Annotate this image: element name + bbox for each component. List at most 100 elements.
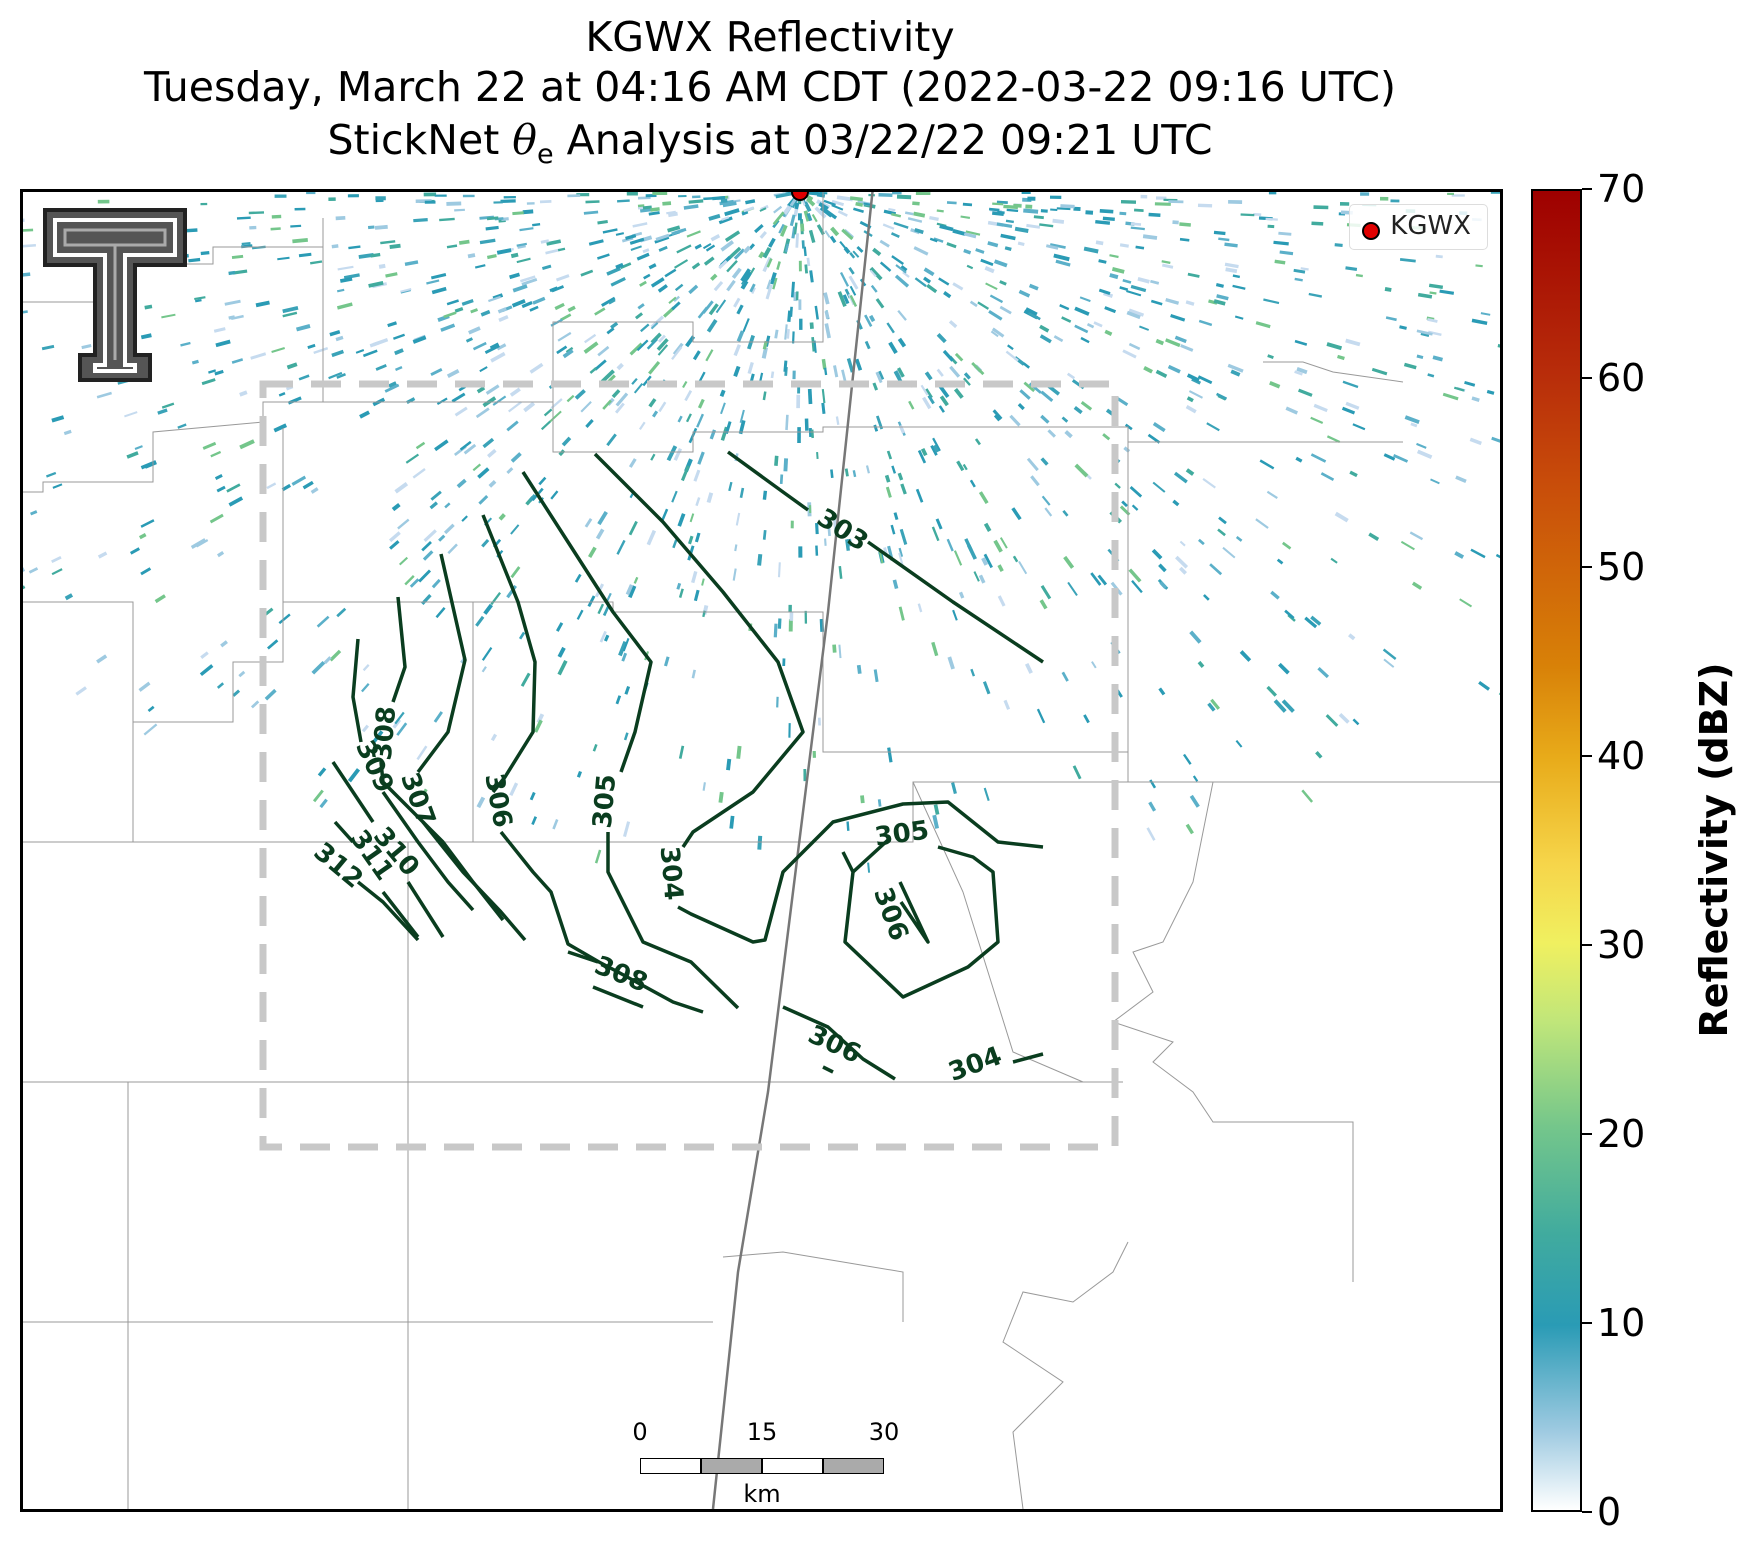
echo-gate xyxy=(1273,699,1287,713)
echo-gate xyxy=(873,669,879,683)
echo-gate xyxy=(1143,365,1153,374)
echo-gate xyxy=(1300,267,1309,271)
echo-gate xyxy=(636,339,649,352)
echo-gate xyxy=(216,682,225,689)
echo-gate xyxy=(958,591,965,599)
echo-gate xyxy=(602,399,612,410)
echo-gate xyxy=(278,613,291,625)
echo-gate xyxy=(1009,414,1021,427)
echo-gate xyxy=(355,349,365,354)
contour-label: 304 xyxy=(654,845,689,902)
echo-gate xyxy=(720,402,726,415)
echo-gate xyxy=(1404,415,1420,425)
echo-gate xyxy=(783,360,788,372)
echo-gate xyxy=(549,410,562,423)
echo-gate xyxy=(987,241,999,248)
echo-gate xyxy=(890,524,896,535)
echo-gate xyxy=(1062,509,1069,517)
echo-gate xyxy=(1187,272,1200,278)
echo-gate xyxy=(872,247,882,257)
echo-gate xyxy=(1399,325,1407,330)
echo-gate xyxy=(476,386,486,394)
echo-gate xyxy=(1022,362,1031,369)
echo-gate xyxy=(636,252,650,261)
echo-gate xyxy=(1109,273,1119,280)
contour-312 xyxy=(356,880,420,942)
echo-gate xyxy=(216,485,226,493)
contour-308 xyxy=(592,985,644,1009)
echo-gate xyxy=(1018,560,1028,575)
echo-gate xyxy=(640,323,650,333)
echo-gate xyxy=(446,368,460,379)
echo-gate xyxy=(1471,396,1480,402)
echo-gate xyxy=(392,333,406,340)
echo-gate xyxy=(705,349,714,362)
echo-gate xyxy=(319,798,328,809)
highway xyxy=(711,192,874,1509)
echo-gate xyxy=(888,341,898,354)
contour-304 xyxy=(1012,1052,1044,1064)
echo-gate xyxy=(789,306,793,317)
echo-gate xyxy=(1355,273,1363,278)
echo-gate xyxy=(488,295,502,303)
echo-gate xyxy=(1197,203,1213,208)
echo-gate xyxy=(470,308,479,314)
echo-gate xyxy=(459,440,472,451)
echo-gate xyxy=(963,232,977,239)
echo-gate xyxy=(1294,339,1308,346)
echo-gate xyxy=(588,239,604,246)
echo-gate xyxy=(887,747,893,763)
echo-gate xyxy=(1224,262,1239,269)
echo-gate xyxy=(824,310,830,320)
echo-gate xyxy=(195,298,202,303)
echo-gate xyxy=(823,367,828,376)
radar-site-marker xyxy=(791,192,809,201)
echo-gate xyxy=(821,358,827,370)
echo-gate xyxy=(849,196,863,202)
echo-gate xyxy=(1109,254,1119,259)
echo-gate xyxy=(509,387,521,397)
echo-gate xyxy=(630,245,642,251)
echo-gate xyxy=(758,251,765,259)
echo-gate xyxy=(769,272,777,285)
echo-gate xyxy=(1442,392,1459,401)
colorbar-tick xyxy=(1582,1133,1592,1135)
echo-gate xyxy=(426,279,440,285)
echo-gate xyxy=(1040,457,1049,466)
echo-gate xyxy=(371,730,384,745)
echo-gate xyxy=(1129,486,1143,498)
echo-gate xyxy=(1019,389,1031,400)
echo-gate xyxy=(477,467,490,479)
echo-gate xyxy=(720,426,729,441)
echo-gate xyxy=(1301,789,1314,803)
echo-gate xyxy=(228,270,236,276)
echo-gate xyxy=(637,196,651,200)
echo-gate xyxy=(1158,687,1166,696)
echo-gate xyxy=(963,377,971,386)
echo-gate xyxy=(684,390,693,402)
echo-gate xyxy=(946,242,957,249)
echo-gate xyxy=(347,768,361,783)
echo-gate xyxy=(651,410,659,418)
echo-gate xyxy=(1040,584,1052,600)
echo-gate xyxy=(1180,344,1194,352)
echo-gate xyxy=(291,475,307,486)
echo-gate xyxy=(787,310,792,322)
echo-gate xyxy=(1098,288,1111,296)
echo-gate xyxy=(740,268,751,282)
echo-gate xyxy=(1039,223,1054,228)
echo-gate xyxy=(849,285,857,296)
echo-gate xyxy=(1126,310,1141,320)
echo-gate xyxy=(1263,298,1280,305)
echo-gate xyxy=(688,199,704,204)
echo-gate xyxy=(479,238,496,245)
echo-gate xyxy=(509,782,519,797)
echo-gate xyxy=(602,228,618,234)
echo-gate xyxy=(468,326,481,335)
echo-gate xyxy=(614,402,625,414)
echo-gate xyxy=(929,215,939,222)
echo-gate xyxy=(1185,300,1195,306)
echo-gate xyxy=(1061,316,1072,323)
echo-gate xyxy=(413,218,428,223)
echo-gate xyxy=(566,394,575,403)
